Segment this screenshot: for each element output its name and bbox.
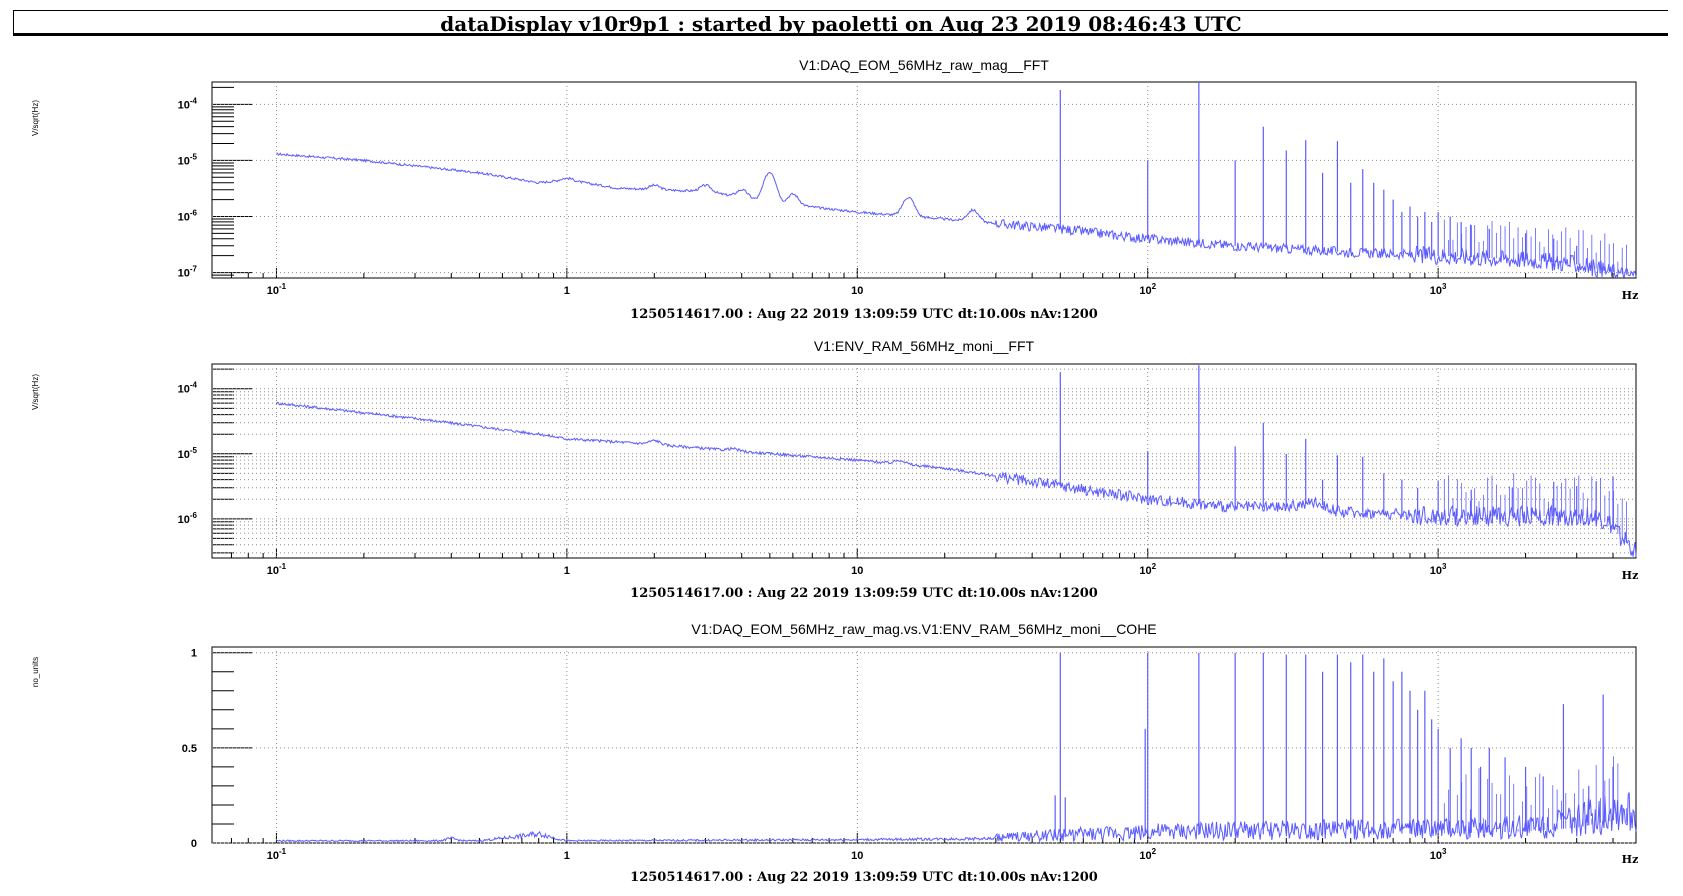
x-tick-exponent: 3 (1442, 847, 1447, 856)
y-tick-exponent: -5 (190, 446, 198, 455)
x-tick-label: 102 (1139, 847, 1156, 862)
x-tick-exponent: 3 (1442, 562, 1447, 571)
series-trace (276, 152, 1637, 279)
series-trace (276, 792, 1637, 843)
x-tick-exponent: 2 (1152, 847, 1157, 856)
x-tick-exponent: 2 (1152, 282, 1157, 291)
x-tick-label: 103 (1430, 847, 1447, 862)
plot-frame (211, 363, 1637, 559)
page-title-box: dataDisplay v10r9p1 : started by paolett… (13, 10, 1668, 36)
x-tick-exponent: 2 (1152, 562, 1157, 571)
chart-title: V1:DAQ_EOM_56MHz_raw_mag__FFT (799, 57, 1049, 73)
x-tick-label: 103 (1430, 562, 1447, 577)
y-tick-exponent: -4 (190, 381, 198, 390)
x-tick-label: 10 (851, 285, 863, 297)
x-tick-label: 10 (851, 565, 863, 577)
x-axis-label: Hz (1622, 289, 1639, 302)
y-tick-label: 10-5 (178, 446, 198, 461)
x-tick-label: 1 (564, 565, 570, 577)
x-tick-exponent: 3 (1442, 282, 1447, 291)
x-tick-label: 102 (1139, 562, 1156, 577)
x-tick-exponent: -1 (279, 282, 287, 291)
y-tick-label: 0 (191, 838, 197, 850)
y-tick-label: 10-5 (178, 152, 198, 167)
x-tick-label: 102 (1139, 282, 1156, 297)
y-tick-exponent: -6 (190, 208, 198, 217)
y-axis-label: V/sqrt(Hz) (31, 100, 40, 136)
y-axis-label: no_units (31, 657, 40, 687)
x-tick-label: 103 (1430, 282, 1447, 297)
x-tick-label: 1 (564, 850, 570, 862)
chart-title: V1:ENV_RAM_56MHz_moni__FFT (814, 338, 1035, 354)
x-axis-label: Hz (1622, 569, 1639, 582)
plot-frame (211, 646, 1637, 844)
x-tick-label: 10 (851, 850, 863, 862)
chart-panel-1: V1:DAQ_EOM_56MHz_raw_mag__FFT10-410-510-… (31, 57, 1638, 322)
y-tick-exponent: -6 (190, 511, 198, 520)
y-tick-exponent: -5 (190, 152, 198, 161)
chart-title: V1:DAQ_EOM_56MHz_raw_mag.vs.V1:ENV_RAM_5… (691, 621, 1156, 637)
y-tick-label: 10-6 (178, 511, 198, 526)
y-tick-label: 10-4 (178, 96, 198, 111)
x-tick-label: 10-1 (267, 847, 287, 862)
page-title: dataDisplay v10r9p1 : started by paolett… (440, 12, 1242, 36)
x-tick-exponent: -1 (279, 847, 287, 856)
x-axis-label: Hz (1622, 853, 1639, 866)
y-tick-label: 10-7 (178, 265, 198, 280)
y-axis-label: V/sqrt(Hz) (31, 374, 40, 410)
chart-panel-2: V1:ENV_RAM_56MHz_moni__FFT10-410-510-610… (31, 338, 1638, 601)
y-tick-label: 1 (191, 648, 197, 660)
x-tick-label: 10-1 (267, 562, 287, 577)
x-tick-exponent: -1 (279, 562, 287, 571)
y-tick-label: 0.5 (182, 743, 197, 755)
x-tick-label: 10-1 (267, 282, 287, 297)
chart-panel-3: V1:DAQ_EOM_56MHz_raw_mag.vs.V1:ENV_RAM_5… (31, 621, 1638, 885)
y-tick-label: 10-6 (178, 208, 198, 223)
series-trace (275, 401, 1637, 557)
chart-footer: 1250514617.00 : Aug 22 2019 13:09:59 UTC… (630, 870, 1098, 885)
y-tick-exponent: -7 (190, 265, 198, 274)
chart-footer: 1250514617.00 : Aug 22 2019 13:09:59 UTC… (630, 586, 1098, 601)
plot-frame (211, 81, 1637, 279)
chart-footer: 1250514617.00 : Aug 22 2019 13:09:59 UTC… (630, 307, 1098, 322)
y-tick-label: 10-4 (178, 381, 198, 396)
x-tick-label: 1 (564, 285, 570, 297)
y-tick-exponent: -4 (190, 96, 198, 105)
